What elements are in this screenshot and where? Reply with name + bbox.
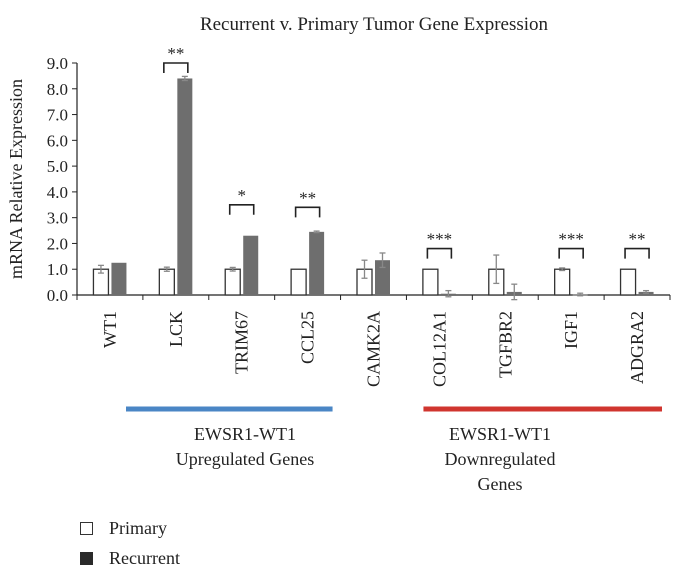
x-tick-label-LCK: LCK [166, 311, 186, 347]
y-tick-label: 1.0 [47, 260, 68, 279]
significance-bracket [294, 206, 321, 218]
significance-bracket [558, 247, 584, 259]
group-label-0-2: Upregulated Genes [176, 449, 314, 469]
x-tick-label-CAMK2A: CAMK2A [364, 311, 384, 387]
x-tick-label-WT1: WT1 [100, 311, 120, 348]
y-tick-label: 3.0 [47, 209, 68, 228]
legend-item-recurrent: Recurrent [80, 548, 180, 569]
significance-label: ** [167, 44, 184, 63]
y-tick-label: 0.0 [47, 286, 68, 305]
bars [92, 78, 654, 296]
group-label-1-2: Downregulated [445, 449, 556, 469]
legend-label-primary: Primary [109, 518, 167, 538]
significance-label: ** [629, 230, 646, 249]
y-tick-label: 5.0 [47, 157, 68, 176]
bar-primary-CCL25 [290, 268, 307, 296]
chart: Recurrent v. Primary Tumor Gene Expressi… [6, 14, 671, 494]
axes: 0.0 1.0 2.0 3.0 4.0 5.0 6.0 7.0 8.0 9.0 [47, 54, 671, 305]
x-tick-labels: WT1 LCK TRIM67 CCL25 CAMK2A COL12A1 TGFBR2 IGF1… [100, 311, 647, 387]
significance-bracket [624, 247, 650, 259]
y-tick-label: 4.0 [47, 183, 68, 202]
y-tick-label: 8.0 [47, 80, 68, 99]
group-label-1-3: Genes [478, 474, 523, 494]
legend-swatch-primary [80, 522, 93, 535]
y-tick-label: 6.0 [47, 131, 68, 150]
bar-recurrent-WT1 [111, 262, 127, 295]
chart-title: Recurrent v. Primary Tumor Gene Expressi… [200, 14, 549, 35]
y-tick-label: 7.0 [47, 106, 68, 125]
significance-label: *** [427, 230, 453, 249]
significance-label: * [237, 186, 246, 205]
error-bars [97, 75, 650, 301]
significance-bracket [426, 247, 453, 259]
group-label-1-1: EWSR1-WT1 [449, 424, 551, 444]
bar-primary-LCK [158, 268, 175, 296]
x-tick-label-TGFBR2: TGFBR2 [495, 311, 515, 378]
significance-brackets: *** ***** *** ** [163, 44, 650, 259]
x-tick-label-TRIM67: TRIM67 [232, 311, 252, 374]
bar-recurrent-CCL25 [309, 231, 325, 295]
significance-bracket [228, 203, 255, 215]
y-tick-label: 2.0 [47, 234, 68, 253]
bar-recurrent-CAMK2A [375, 260, 390, 295]
x-tick-label-COL12A1: COL12A1 [429, 311, 449, 387]
legend-swatch-recurrent [80, 552, 93, 565]
bar-recurrent-TRIM67 [243, 235, 259, 295]
x-tick-label-CCL25: CCL25 [298, 311, 318, 364]
bar-primary-COL12A1 [422, 268, 439, 296]
y-tick-label: 9.0 [47, 54, 68, 73]
group-label-0-1: EWSR1-WT1 [194, 424, 296, 444]
x-tick-label-ADGRA2: ADGRA2 [627, 311, 647, 384]
legend-item-primary: Primary [80, 518, 167, 539]
bar-primary-TRIM67 [224, 268, 241, 296]
bar-primary-ADGRA2 [619, 268, 637, 296]
bar-primary-IGF1 [554, 268, 571, 296]
y-axis-label: mRNA Relative Expression [6, 79, 26, 279]
legend-label-recurrent: Recurrent [109, 548, 180, 568]
significance-label: ** [299, 188, 316, 207]
significance-label: *** [558, 230, 584, 249]
significance-bracket [163, 62, 189, 73]
bar-recurrent-LCK [177, 78, 193, 295]
gene-groups: EWSR1-WT1 Upregulated Genes EWSR1-WT1 Downr… [126, 406, 662, 494]
x-tick-label-IGF1: IGF1 [561, 311, 581, 349]
